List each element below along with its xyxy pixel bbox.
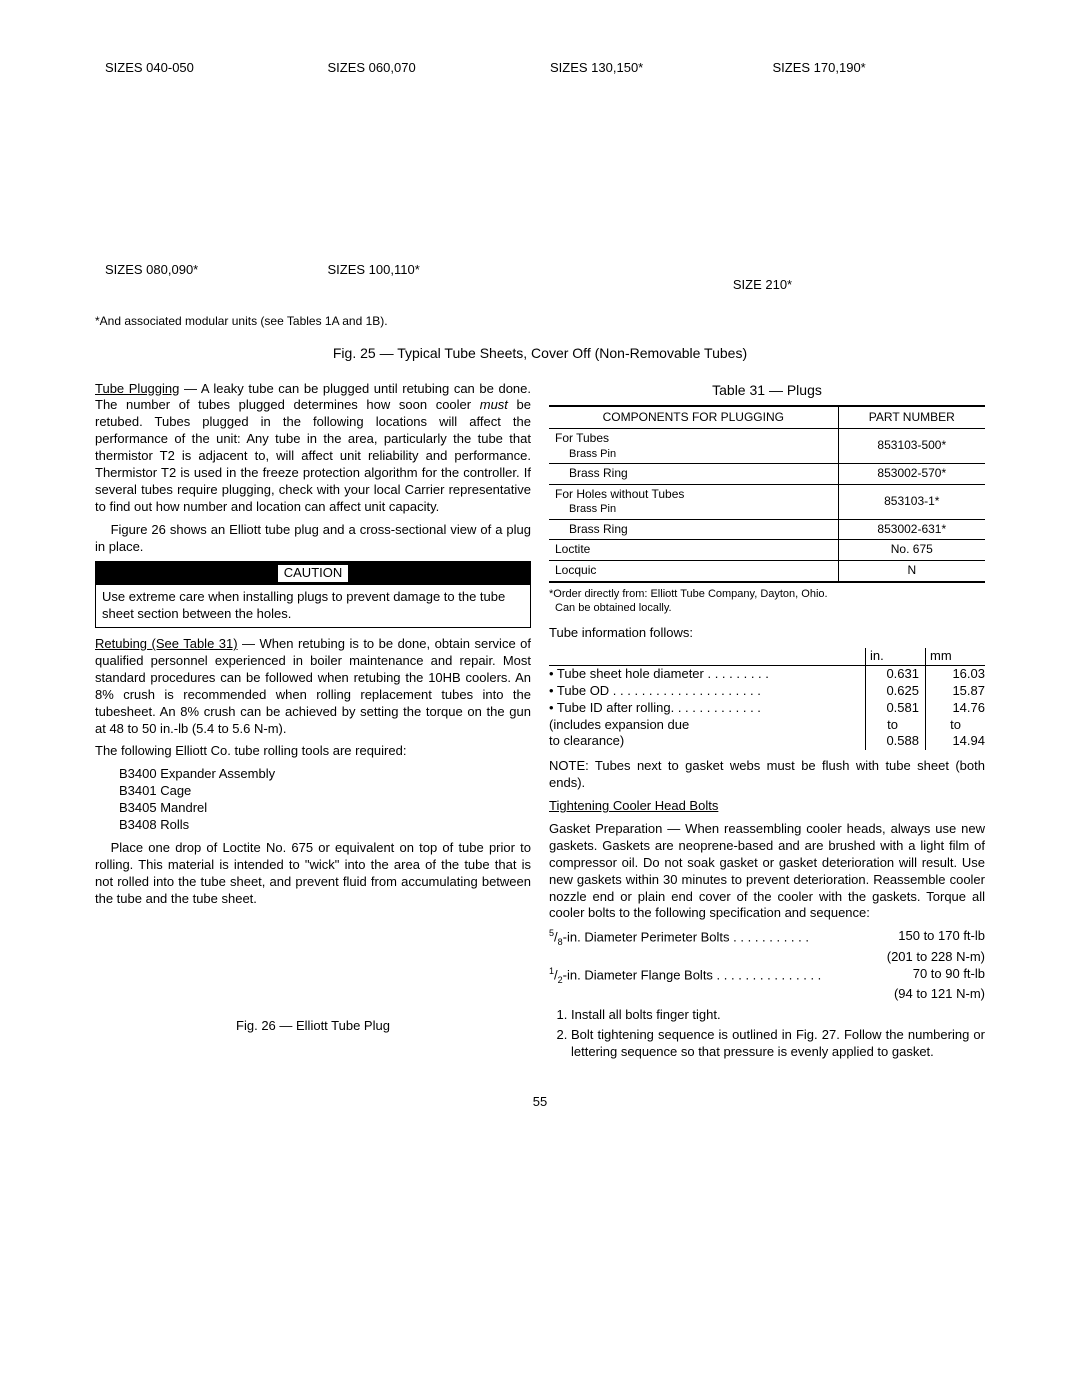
step-item: Install all bolts finger tight. [571,1007,985,1024]
tube-info-intro: Tube information follows: [549,625,985,642]
tube-info-header-mm: mm [925,648,985,666]
table-row: Brass Ring 853002-570* [549,464,985,485]
table-row: Brass Ring 853002-631* [549,519,985,540]
tube-sheet-size-grid: SIZES 040-050 SIZES 060,070 SIZES 130,15… [95,60,985,294]
tube-info-label: • Tube ID after rolling. . . . . . . . .… [549,700,865,717]
bolt-steps-list: Install all bolts finger tight. Bolt tig… [549,1007,985,1061]
size-label: SIZES 170,190* [763,60,986,77]
tube-plugging-heading: Tube Plugging [95,381,179,396]
caution-header: CAUTION [96,562,530,585]
tube-info-label: to clearance) [549,733,865,750]
size-label: SIZES 040-050 [95,60,318,77]
tool-item: B3401 Cage [119,783,531,800]
tightening-heading: Tightening Cooler Head Bolts [549,798,985,815]
flush-note: NOTE: Tubes next to gasket webs must be … [549,758,985,792]
tool-list: B3400 Expander Assembly B3401 Cage B3405… [119,766,531,834]
table-row: Locquic N [549,560,985,581]
table-row: For Holes without TubesBrass Pin 853103-… [549,484,985,519]
tube-info-header-in: in. [865,648,925,666]
loctite-paragraph: Place one drop of Loctite No. 675 or equ… [95,840,531,908]
figure-25-caption: Fig. 25 — Typical Tube Sheets, Cover Off… [95,344,985,362]
plugs-table: COMPONENTS FOR PLUGGING PART NUMBER For … [549,405,985,583]
retubing-heading: Retubing (See Table 31) [95,636,238,651]
tool-item: B3400 Expander Assembly [119,766,531,783]
tool-item: B3408 Rolls [119,817,531,834]
table-row: For TubesBrass Pin 853103-500* [549,429,985,464]
tools-intro: The following Elliott Co. tube rolling t… [95,743,531,760]
size-label: SIZES 130,150* [540,60,763,77]
size-label: SIZES 080,090* [95,262,318,294]
step-item: Bolt tightening sequence is outlined in … [571,1027,985,1061]
tube-info-label: (includes expansion due [549,717,865,734]
bolt-spec-line: 1/2-in. Diameter Flange Bolts . . . . . … [549,966,985,987]
table-row: Loctite No. 675 [549,540,985,561]
bolt-spec-line: 5/8-in. Diameter Perimeter Bolts . . . .… [549,928,985,949]
order-note: *Order directly from: Elliott Tube Compa… [549,587,985,616]
left-column: Tube Plugging — A leaky tube can be plug… [95,381,531,1064]
table-31-caption: Table 31 — Plugs [549,381,985,399]
caution-body: Use extreme care when installing plugs t… [96,585,530,627]
plugs-header-partnum: PART NUMBER [838,406,985,429]
tool-item: B3405 Mandrel [119,800,531,817]
tube-info-table: in. mm • Tube sheet hole diameter . . . … [549,648,985,750]
retubing-paragraph: Retubing (See Table 31) — When retubing … [95,636,531,737]
bolt-spec-nm: (201 to 228 N-m) [549,949,985,966]
tube-plugging-paragraph: Tube Plugging — A leaky tube can be plug… [95,381,531,516]
figure-26-caption: Fig. 26 — Elliott Tube Plug [95,1018,531,1035]
right-column: Table 31 — Plugs COMPONENTS FOR PLUGGING… [549,381,985,1064]
bolt-spec-nm: (94 to 121 N-m) [549,986,985,1003]
caution-box: CAUTION Use extreme care when installing… [95,561,531,628]
size-label: SIZE 210* [540,262,985,294]
tube-info-label: • Tube sheet hole diameter . . . . . . .… [549,666,865,683]
size-label: SIZES 060,070 [318,60,541,77]
plugs-header-components: COMPONENTS FOR PLUGGING [549,406,838,429]
gasket-paragraph: Gasket Preparation — When reassembling c… [549,821,985,922]
page-number: 55 [95,1094,985,1111]
sizes-footnote: *And associated modular units (see Table… [95,314,985,330]
size-label: SIZES 100,110* [318,262,541,294]
tube-info-label: • Tube OD . . . . . . . . . . . . . . . … [549,683,865,700]
figure-26-reference: Figure 26 shows an Elliott tube plug and… [95,522,531,556]
